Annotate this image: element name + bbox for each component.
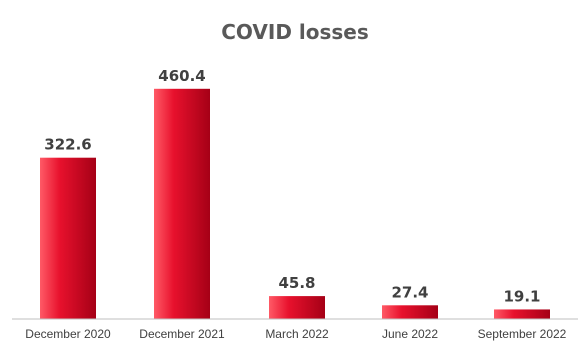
data-label-2: 460.4 (158, 67, 205, 85)
x-tick-label-4: June 2022 (382, 327, 438, 341)
x-tick-label-2: December 2021 (139, 327, 225, 341)
data-label-5: 19.1 (503, 287, 540, 305)
data-label-1: 322.6 (44, 136, 91, 154)
bar-3 (269, 296, 325, 319)
bar-5 (494, 309, 550, 319)
chart-title: COVID losses (221, 20, 369, 44)
x-tick-label-1: December 2020 (25, 327, 111, 341)
data-label-4: 27.4 (391, 283, 428, 301)
x-tick-label-3: March 2022 (265, 327, 329, 341)
bar-1 (40, 157, 96, 319)
bar-4 (382, 305, 438, 319)
plot-area: 322.6 December 2020 460.4 December 2021 45.8… (25, 67, 566, 341)
bar-2 (154, 88, 210, 319)
x-tick-label-5: September 2022 (478, 327, 567, 341)
data-label-3: 45.8 (278, 274, 315, 292)
